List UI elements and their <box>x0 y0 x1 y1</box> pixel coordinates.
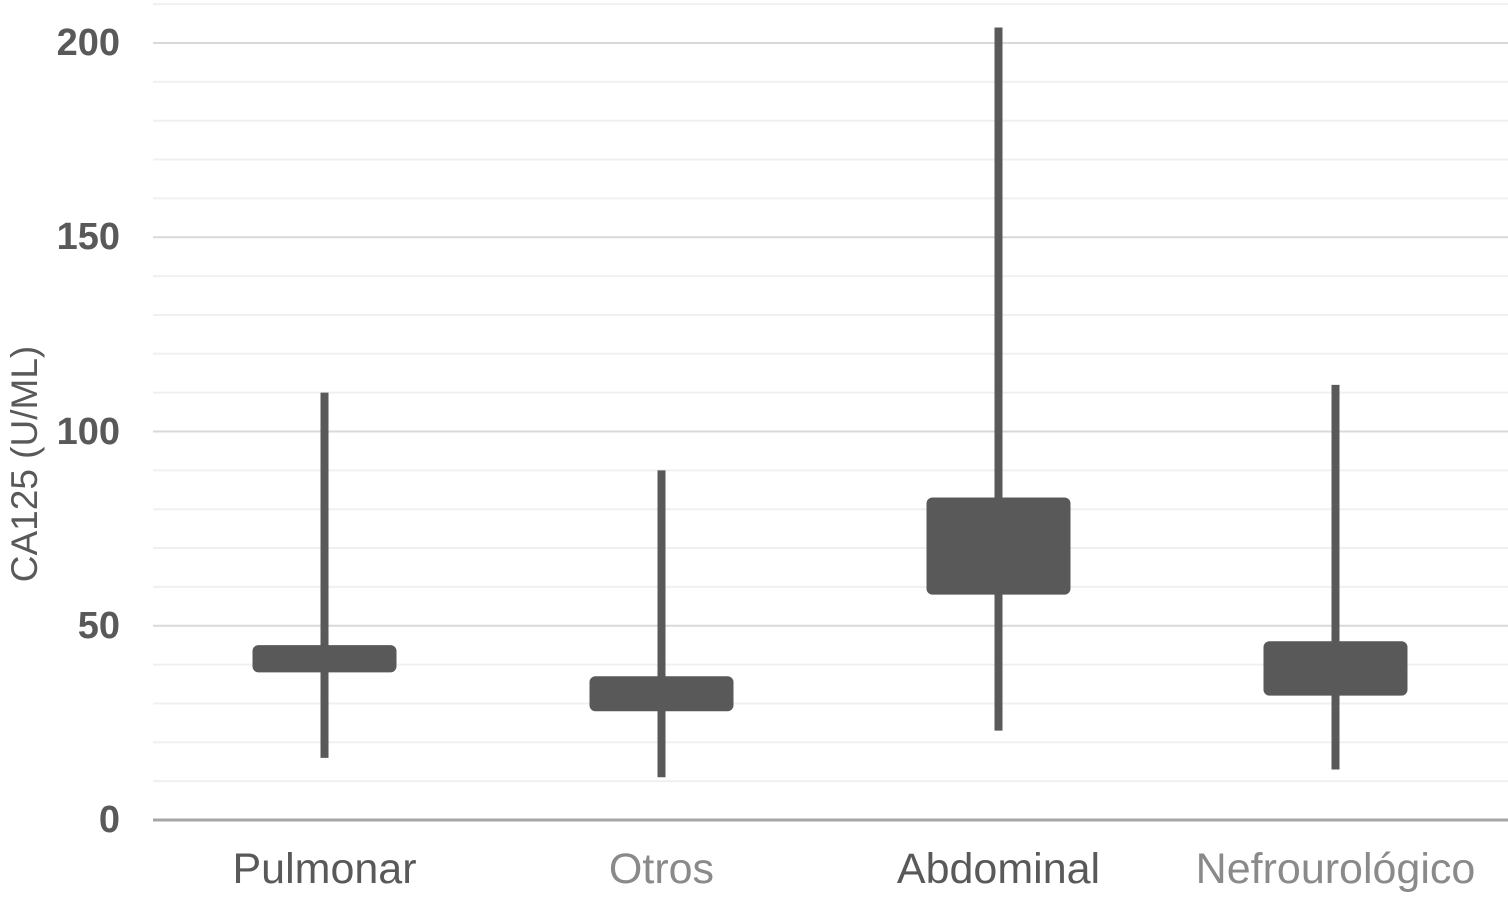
y-tick-label: 200 <box>56 22 120 64</box>
y-axis-title: CA125 (U/ML) <box>4 345 45 583</box>
y-tick-label: 0 <box>98 799 120 841</box>
box-otros <box>589 676 734 712</box>
x-category-label-abdominal: Abdominal <box>896 845 1101 893</box>
x-category-label-pulmonar: Pulmonar <box>232 845 417 893</box>
x-category-label-nefrourologico: Nefrourológico <box>1195 845 1476 893</box>
y-tick-label: 100 <box>56 410 120 453</box>
box-nefrourologico <box>1263 641 1408 696</box>
box-pulmonar <box>252 645 397 673</box>
box-abdominal <box>926 497 1071 595</box>
x-category-label-otros: Otros <box>608 845 715 893</box>
y-tick-label: 50 <box>77 604 120 647</box>
y-tick-label: 150 <box>56 216 120 259</box>
